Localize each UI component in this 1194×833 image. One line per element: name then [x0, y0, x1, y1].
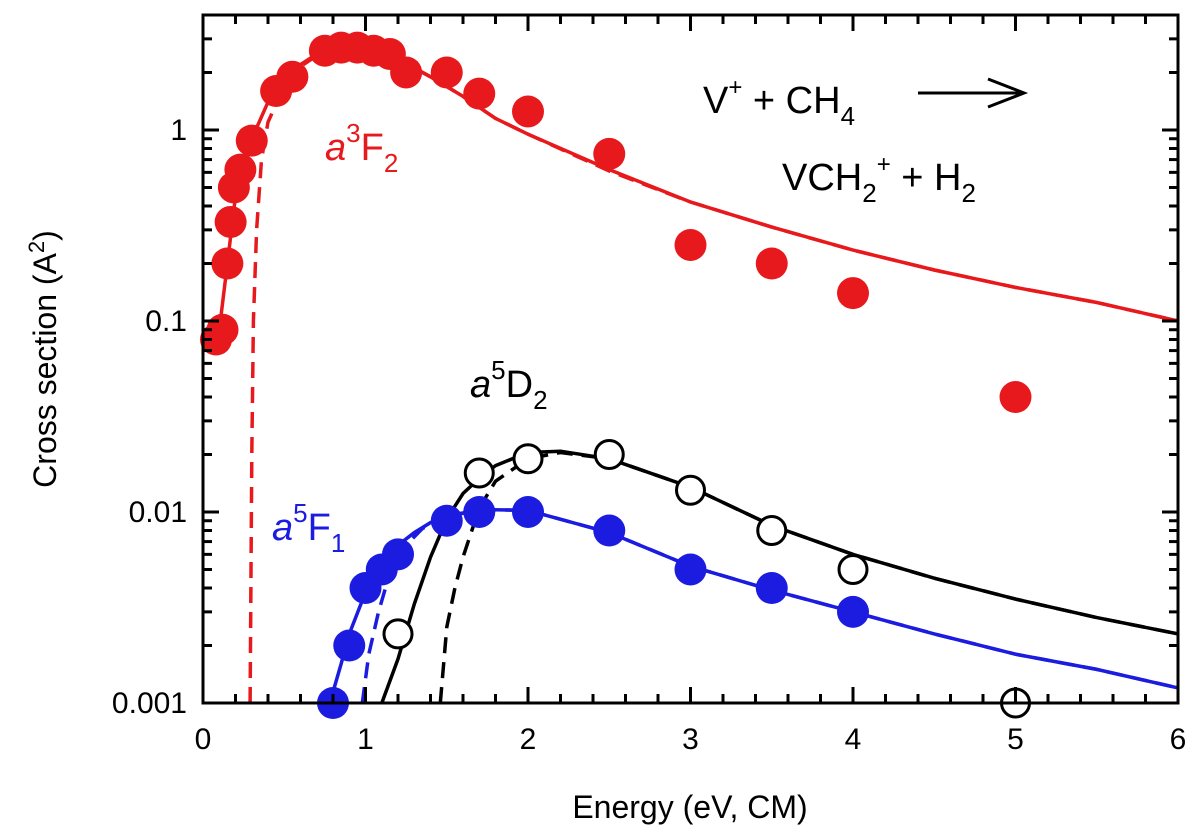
- data-point-a5D2: [756, 515, 788, 547]
- a5D2-sub: 2: [533, 385, 547, 415]
- x-axis-title: Energy (eV, CM): [572, 789, 807, 825]
- product-charge: +: [877, 151, 891, 178]
- y-axis-title-main: Cross section (A: [27, 252, 63, 487]
- data-point-a5F1: [837, 595, 869, 628]
- a5D2-italic: a: [470, 364, 491, 406]
- data-point-a5D2: [382, 618, 414, 650]
- data-point-a3F2: [224, 153, 257, 186]
- data-point-a5F1: [512, 495, 544, 528]
- y-axis-title: Cross section (A2): [24, 230, 63, 488]
- data-point-a5F1: [593, 514, 626, 547]
- data-point-a5F1: [430, 504, 463, 537]
- a3F2-italic: a: [325, 127, 346, 169]
- y-tick-label: 0.01: [129, 496, 187, 529]
- y-tick-label: 0.1: [145, 305, 187, 338]
- a3F2-sub: 2: [384, 148, 398, 178]
- a3F2-sup: 3: [346, 118, 360, 148]
- fit-solid-a3F2: [217, 45, 1179, 330]
- data-point-a5F1: [382, 538, 414, 571]
- a5D2-main: D: [506, 364, 533, 406]
- product-subscript: 2: [862, 178, 876, 208]
- x-tick-label: 4: [845, 723, 862, 756]
- data-point-a5F1: [755, 572, 788, 605]
- data-point-a3F2: [593, 137, 626, 170]
- data-point-a3F2: [276, 60, 309, 93]
- data-point-a5D2: [463, 457, 495, 489]
- x-tick-label: 5: [1007, 723, 1024, 756]
- data-point-a3F2: [512, 95, 544, 128]
- a5F1-main: F: [308, 507, 331, 549]
- x-tick-label: 1: [357, 723, 374, 756]
- data-point-a3F2: [235, 124, 268, 157]
- reactant-ion: V: [703, 80, 729, 122]
- x-tick-label: 0: [195, 723, 212, 756]
- data-point-a3F2: [755, 247, 788, 280]
- x-tick-label: 6: [1170, 723, 1187, 756]
- state-label-a5F1: a5F1: [272, 498, 345, 558]
- ticks-layer: [201, 13, 1180, 705]
- product-hydrogen: + H: [891, 157, 962, 199]
- y-axis-title-tail: ): [27, 230, 63, 241]
- data-point-a5F1: [333, 629, 366, 662]
- y-tick-label: 1: [170, 114, 187, 147]
- reactant-methane: + CH: [742, 80, 840, 122]
- data-point-a3F2: [390, 56, 423, 89]
- data-point-a3F2: [463, 77, 496, 110]
- data-point-a5D2: [512, 443, 544, 475]
- reaction-reactants-label: V+ + CH4: [703, 74, 855, 131]
- data-point-a3F2: [674, 228, 707, 261]
- data-point-a3F2: [430, 56, 463, 89]
- data-point-a3F2: [999, 381, 1032, 414]
- a5F1-sup: 5: [293, 498, 307, 528]
- a3F2-main: F: [361, 127, 384, 169]
- data-point-a5D2: [593, 439, 625, 471]
- a5F1-sub: 1: [331, 528, 345, 558]
- product-hydrogen-subscript: 2: [961, 178, 975, 208]
- x-tick-label: 2: [520, 723, 537, 756]
- data-point-a5F1: [674, 553, 707, 586]
- y-tick-label: 0.001: [112, 687, 187, 720]
- series-layer: [200, 31, 1179, 719]
- a5F1-italic: a: [272, 507, 293, 549]
- data-point-a5D2: [675, 474, 706, 506]
- data-point-a5D2: [837, 553, 869, 585]
- data-point-a3F2: [211, 247, 244, 280]
- x-tick-label: 3: [682, 723, 699, 756]
- product-ion: VCH: [782, 157, 862, 199]
- reaction-arrow: [918, 77, 1029, 109]
- data-point-a3F2: [837, 277, 869, 310]
- y-axis-title-sup: 2: [24, 241, 49, 253]
- a5D2-sup: 5: [491, 355, 505, 385]
- data-point-a5F1: [463, 495, 496, 528]
- fit-solid-a5D2: [380, 449, 1179, 704]
- reactant-subscript: 4: [841, 101, 855, 131]
- data-point-a3F2: [214, 205, 247, 238]
- state-label-a3F2: a3F2: [325, 118, 398, 178]
- reaction-products-label: VCH2+ + H2: [782, 151, 976, 208]
- reactant-charge: +: [728, 74, 742, 101]
- state-label-a5D2: a5D2: [470, 355, 548, 415]
